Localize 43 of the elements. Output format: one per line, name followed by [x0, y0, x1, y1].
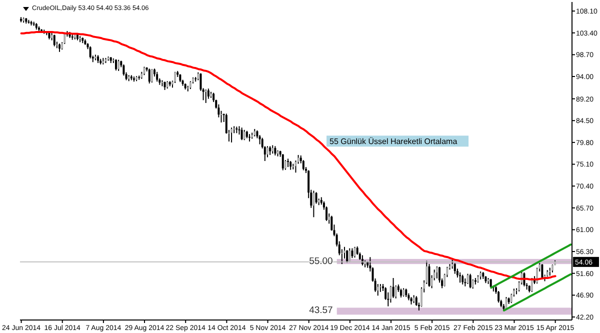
candlestick: [156, 71, 158, 82]
candlestick: [287, 158, 290, 168]
candlestick: [326, 206, 328, 222]
candlestick: [114, 58, 117, 71]
candlestick: [53, 34, 56, 47]
candlestick: [346, 250, 348, 264]
candlestick: [89, 46, 92, 59]
candlestick: [302, 160, 304, 171]
series-label: 55 Günlük Üssel Hareketli Ortalama: [330, 137, 458, 146]
candlestick: [459, 272, 462, 284]
candlestick: [348, 248, 351, 263]
candlestick: [469, 273, 472, 289]
candlestick: [415, 296, 418, 306]
candlestick: [148, 68, 150, 84]
candlestick: [118, 59, 120, 72]
candlestick: [392, 277, 394, 298]
candlestick: [207, 88, 210, 100]
candlestick: [466, 273, 469, 285]
candlestick: [204, 89, 207, 104]
candlestick: [161, 80, 164, 87]
candlestick: [230, 127, 233, 143]
candlestick: [315, 192, 318, 204]
candlestick: [354, 246, 356, 258]
candlestick: [312, 190, 315, 218]
candlestick: [240, 127, 243, 141]
candlestick: [454, 262, 456, 274]
candlestick: [174, 71, 176, 84]
band-label: 55.00: [309, 256, 333, 266]
candlestick: [530, 277, 533, 292]
candlestick: [282, 154, 284, 171]
candlestick: [266, 146, 268, 158]
candlestick: [258, 134, 261, 145]
candlestick: [498, 290, 500, 304]
candlestick: [428, 264, 430, 288]
candlestick: [274, 146, 276, 156]
candlestick: [122, 64, 125, 76]
candlestick: [436, 266, 438, 279]
candlestick: [351, 248, 354, 259]
candlestick: [243, 129, 246, 141]
line-series: [502, 273, 572, 312]
band-label: 43.57: [309, 305, 333, 316]
candlestick: [150, 68, 153, 84]
candlestick: [462, 274, 464, 285]
